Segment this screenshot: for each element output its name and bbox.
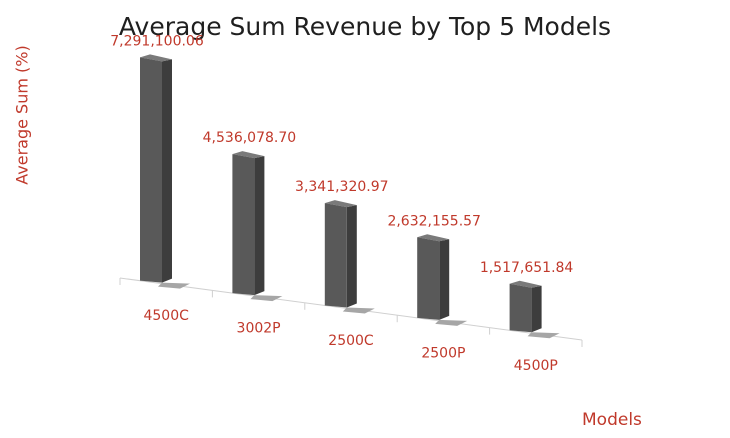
data-label-4500P: 1,517,651.84 bbox=[480, 260, 574, 276]
x-tick-label-2500C: 2500C bbox=[328, 333, 374, 349]
bar-2500P bbox=[417, 237, 440, 320]
bar-shadow bbox=[250, 295, 283, 302]
data-label-4500C: 7,291,100.06 bbox=[110, 33, 204, 49]
bar-top-4500C bbox=[140, 54, 172, 62]
bar-shadow bbox=[158, 282, 190, 289]
data-label-3002P: 4,536,078.70 bbox=[203, 130, 297, 146]
data-label-2500C: 3,341,320.97 bbox=[295, 179, 389, 195]
bar-shadow bbox=[435, 319, 468, 326]
bar-2500C bbox=[324, 203, 347, 308]
x-axis-label: Models bbox=[582, 410, 642, 430]
bar-shadow bbox=[342, 307, 375, 314]
bar-side-3002P bbox=[254, 156, 265, 296]
data-label-2500P: 2,632,155.57 bbox=[387, 213, 481, 229]
bar-side-2500P bbox=[439, 239, 450, 320]
bar-4500P bbox=[509, 283, 532, 333]
x-tick-label-3002P: 3002P bbox=[237, 321, 281, 337]
bar-top-2500P bbox=[417, 234, 450, 242]
bar-side-4500P bbox=[531, 285, 542, 333]
x-tick-label-4500C: 4500C bbox=[143, 308, 189, 324]
chart-title: Average Sum Revenue by Top 5 Models bbox=[118, 12, 612, 41]
bar-top-2500C bbox=[324, 200, 357, 208]
bar-shadow bbox=[527, 332, 560, 339]
bar-side-2500C bbox=[346, 205, 357, 308]
bar-top-4500P bbox=[509, 280, 542, 288]
bar-side-4500C bbox=[162, 59, 172, 283]
x-tick-label-2500P: 2500P bbox=[421, 345, 465, 361]
bar-3002P bbox=[232, 154, 255, 296]
x-tick-label-4500P: 4500P bbox=[514, 358, 558, 374]
bar-top-3002P bbox=[232, 151, 265, 159]
bar-4500C bbox=[140, 57, 162, 283]
